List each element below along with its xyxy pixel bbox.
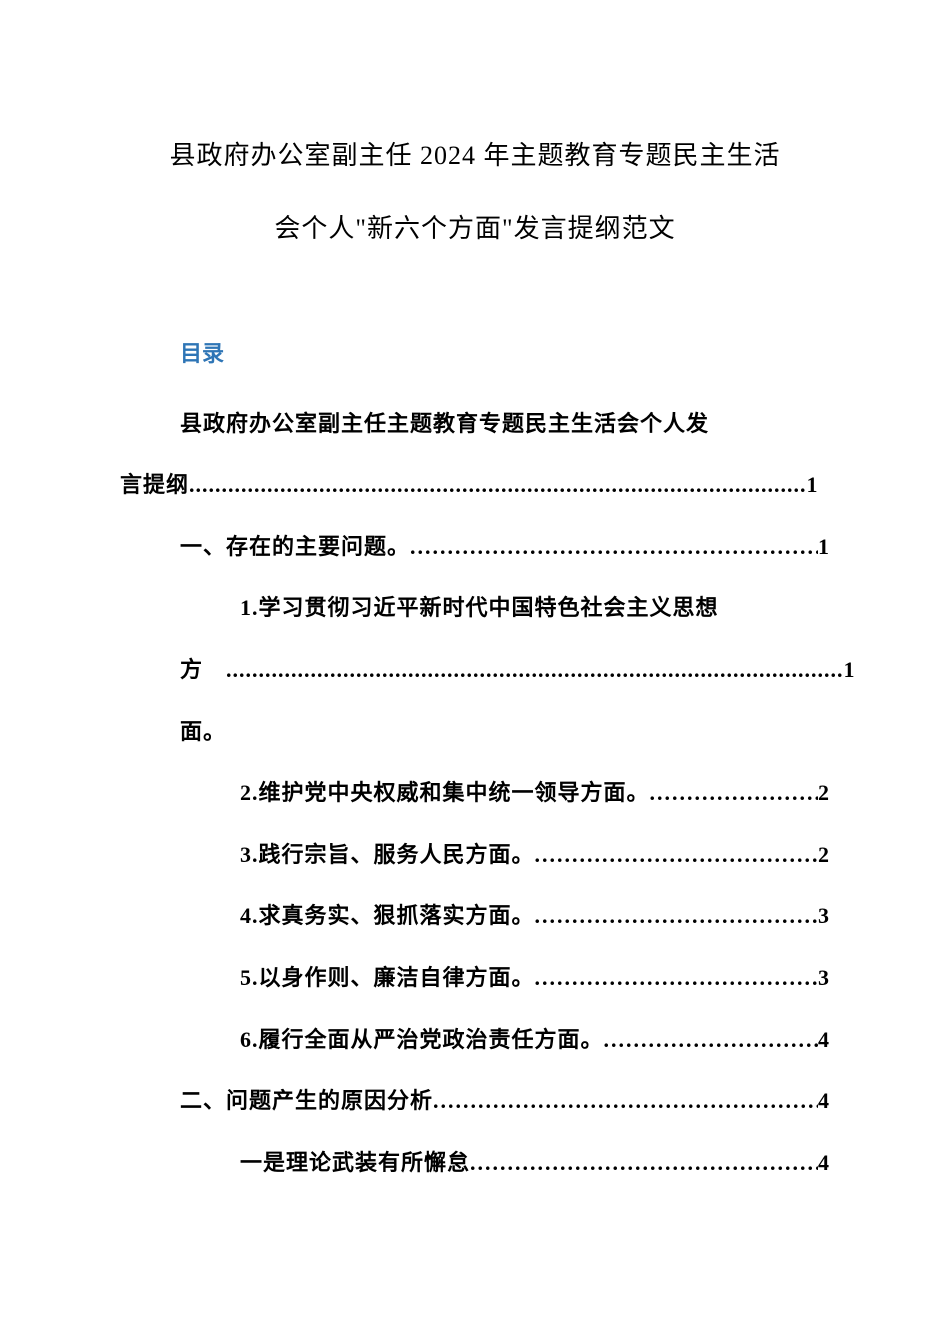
toc-entry: 县政府办公室副主任主题教育专题民主生活会个人发言提纲..............…	[120, 393, 830, 516]
toc-page-number: 4	[818, 1009, 830, 1071]
toc-entry-text-line2: 方面。.....................................…	[120, 639, 830, 762]
toc-leader-dots: ........................................…	[535, 947, 818, 1009]
title-line-2: 会个人"新六个方面"发言提纲范文	[120, 193, 830, 266]
toc-entry-text: 一是理论武装有所懈怠	[240, 1132, 470, 1194]
toc-page-number: 1	[844, 639, 856, 701]
toc-page-number: 1	[807, 454, 819, 516]
toc-page-number: 3	[818, 885, 830, 947]
toc-entry-text: 5.以身作则、廉洁自律方面。	[240, 947, 535, 1009]
toc-entry: 2.维护党中央权威和集中统一领导方面。.....................…	[120, 762, 830, 824]
toc-leader-dots: ........................................…	[189, 454, 807, 516]
title-line-1: 县政府办公室副主任 2024 年主题教育专题民主生活	[120, 120, 830, 193]
toc-page-number: 1	[818, 516, 830, 578]
toc-leader-dots: ........................................…	[433, 1070, 818, 1132]
toc-entry: 3.践行宗旨、服务人民方面。..........................…	[120, 824, 830, 886]
toc-page-number: 3	[818, 947, 830, 1009]
toc-entry: 5.以身作则、廉洁自律方面。..........................…	[120, 947, 830, 1009]
toc-leader-dots: ........................................…	[470, 1132, 818, 1194]
toc-entry-text: 3.践行宗旨、服务人民方面。	[240, 824, 535, 886]
toc-entry: 1.学习贯彻习近平新时代中国特色社会主义思想方面。...............…	[120, 577, 830, 762]
toc-entry: 一是理论武装有所懈怠..............................…	[120, 1132, 830, 1194]
toc-leader-dots: ........................................…	[535, 885, 818, 947]
toc-page-number: 2	[818, 824, 830, 886]
document-title: 县政府办公室副主任 2024 年主题教育专题民主生活 会个人"新六个方面"发言提…	[120, 120, 830, 266]
toc-entry: 6.履行全面从严治党政治责任方面。.......................…	[120, 1009, 830, 1071]
toc-entry-text: 二、问题产生的原因分析	[180, 1070, 433, 1132]
toc-entry: 一、存在的主要问题。..............................…	[120, 516, 830, 578]
table-of-contents: 县政府办公室副主任主题教育专题民主生活会个人发言提纲..............…	[120, 393, 830, 1194]
toc-entry-text: 4.求真务实、狠抓落实方面。	[240, 885, 535, 947]
toc-leader-dots: ........................................…	[535, 824, 818, 886]
toc-entry-text-line1: 县政府办公室副主任主题教育专题民主生活会个人发	[120, 393, 830, 455]
toc-heading: 目录	[180, 336, 830, 368]
toc-entry: 二、问题产生的原因分析.............................…	[120, 1070, 830, 1132]
toc-entry-text: 方面。	[180, 639, 226, 762]
toc-leader-dots: ........................................…	[604, 1009, 818, 1071]
toc-leader-dots: ........................................…	[650, 762, 818, 824]
toc-entry-text: 言提纲	[120, 454, 189, 516]
toc-entry: 4.求真务实、狠抓落实方面。..........................…	[120, 885, 830, 947]
toc-leader-dots: ........................................…	[226, 639, 844, 701]
toc-entry-text-line2: 言提纲.....................................…	[120, 454, 830, 516]
toc-entry-text: 6.履行全面从严治党政治责任方面。	[240, 1009, 604, 1071]
toc-page-number: 4	[818, 1070, 830, 1132]
toc-leader-dots: ........................................…	[410, 516, 818, 578]
toc-entry-text: 2.维护党中央权威和集中统一领导方面。	[240, 762, 650, 824]
toc-page-number: 4	[818, 1132, 830, 1194]
toc-page-number: 2	[818, 762, 830, 824]
toc-entry-text-line1: 1.学习贯彻习近平新时代中国特色社会主义思想	[120, 577, 830, 639]
toc-entry-text: 一、存在的主要问题。	[180, 516, 410, 578]
